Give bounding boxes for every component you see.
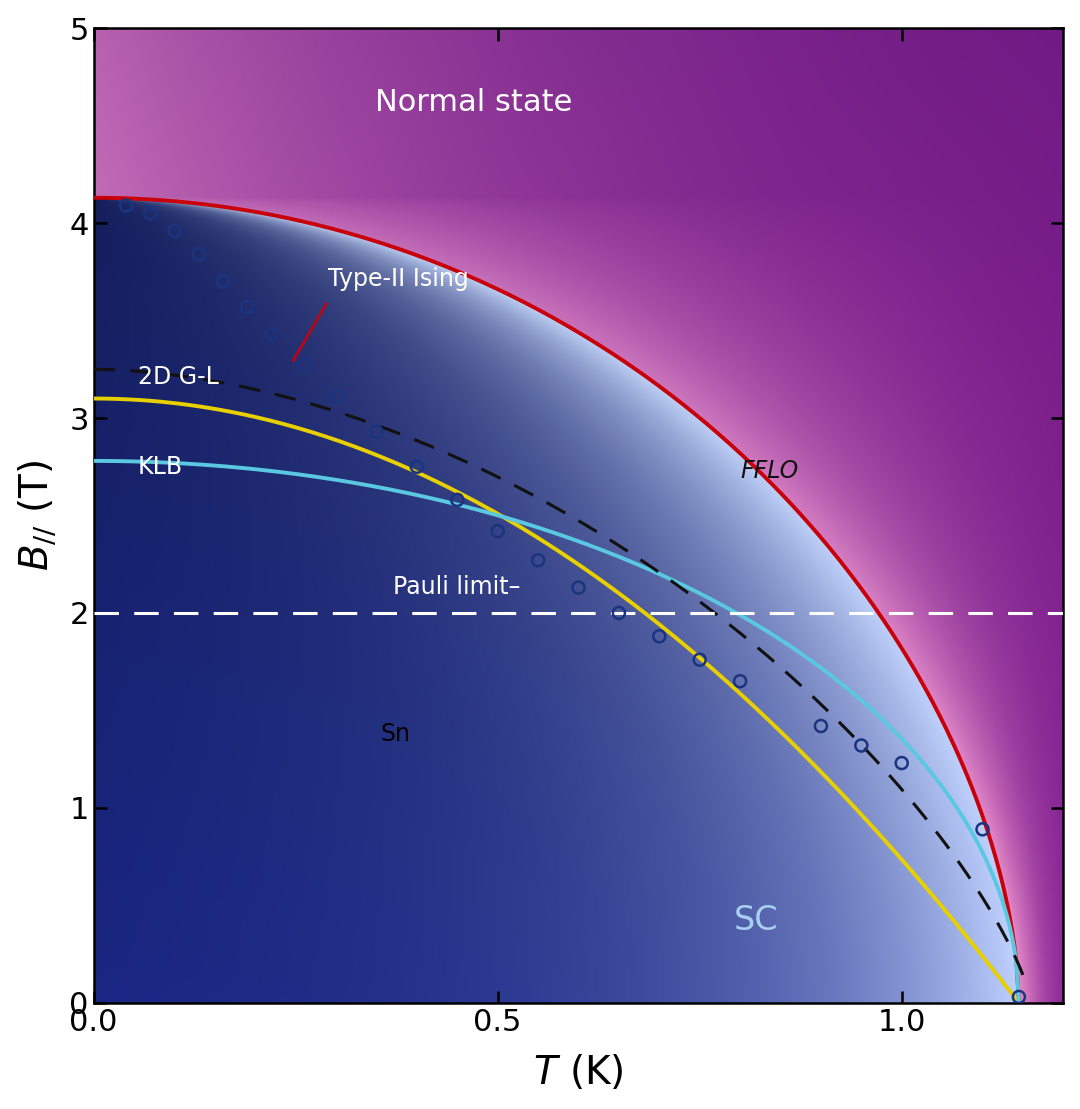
Text: SC: SC — [734, 905, 779, 937]
Point — [190, 245, 207, 263]
Point — [327, 388, 345, 406]
Text: Normal state: Normal state — [375, 88, 572, 116]
Point — [489, 522, 507, 540]
Point — [118, 196, 135, 214]
Point — [731, 672, 748, 690]
Point — [610, 604, 627, 622]
Point — [262, 325, 280, 343]
Point — [691, 651, 708, 669]
Point — [408, 458, 426, 476]
Text: KLB: KLB — [138, 455, 184, 479]
Point — [529, 551, 546, 569]
Point — [141, 204, 159, 222]
Point — [166, 222, 184, 240]
Point — [1010, 988, 1027, 1006]
Text: Pauli limit–: Pauli limit– — [393, 576, 519, 599]
Point — [974, 821, 991, 838]
Text: Type-II Ising: Type-II Ising — [328, 267, 469, 292]
Y-axis label: $B_{//}$ (T): $B_{//}$ (T) — [16, 460, 58, 571]
Point — [650, 628, 667, 645]
Point — [812, 718, 829, 735]
Point — [295, 356, 312, 374]
Point — [570, 579, 588, 597]
Point — [853, 736, 870, 754]
X-axis label: $T$ (K): $T$ (K) — [534, 1054, 624, 1092]
Point — [239, 298, 256, 316]
Point — [214, 273, 231, 291]
Point — [448, 491, 465, 509]
Text: FFLO: FFLO — [740, 459, 798, 482]
Point — [368, 423, 386, 440]
Point — [893, 754, 910, 772]
Text: Sn: Sn — [380, 722, 410, 746]
Text: 2D G-L: 2D G-L — [138, 365, 219, 389]
